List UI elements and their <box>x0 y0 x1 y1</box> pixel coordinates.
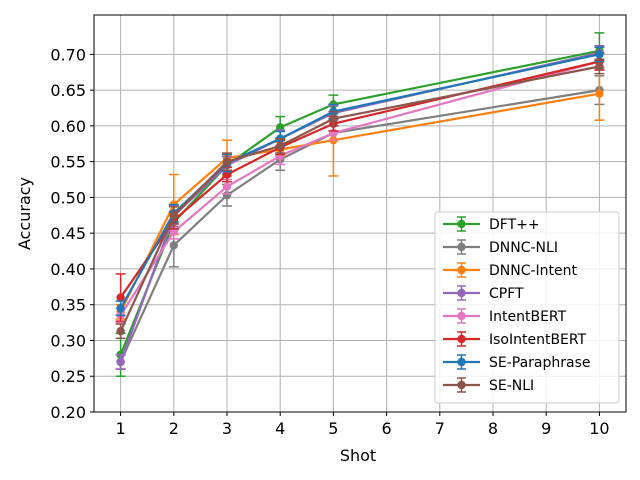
y-axis-label: Accuracy <box>15 177 34 250</box>
x-tick-label: 4 <box>275 419 285 438</box>
y-tick-label: 0.45 <box>50 224 86 243</box>
data-point <box>170 211 178 219</box>
legend-label: DFT++ <box>489 217 540 233</box>
legend-item: IntentBERT <box>443 309 567 325</box>
legend-swatch-marker <box>457 266 465 274</box>
data-point <box>276 142 284 150</box>
data-point <box>329 115 337 123</box>
legend-swatch-marker <box>457 381 465 389</box>
x-tick-label: 2 <box>169 419 179 438</box>
legend-swatch-marker <box>457 220 465 228</box>
data-point <box>116 358 124 366</box>
y-tick-label: 0.60 <box>50 117 86 136</box>
chart: 1 2 3 4 5 6 7 8 9 10 0.20 0.25 0.30 0.35 0.40 0.45 0.50 0… <box>0 0 640 480</box>
x-tick-label: 3 <box>222 419 232 438</box>
x-tick-label: 5 <box>328 419 338 438</box>
legend-label: CPFT <box>489 286 524 302</box>
legend-label: IsoIntentBERT <box>489 332 587 348</box>
y-tick-label: 0.65 <box>50 81 86 100</box>
legend-swatch-marker <box>457 358 465 366</box>
legend-label: DNNC-NLI <box>489 240 558 256</box>
y-tick-label: 0.50 <box>50 188 86 207</box>
data-point <box>116 327 124 335</box>
data-point <box>223 182 231 190</box>
x-axis-label: Shot <box>340 446 376 465</box>
x-tick-label: 8 <box>488 419 498 438</box>
legend-swatch-marker <box>457 243 465 251</box>
data-point <box>595 89 603 97</box>
y-tick-label: 0.40 <box>50 260 86 279</box>
data-point <box>595 62 603 70</box>
x-tick-label: 10 <box>589 419 609 438</box>
legend: DFT++ DNNC-NLI DNNC-Intent CPFT IntentBERT Is… <box>435 212 619 403</box>
data-point <box>595 50 603 58</box>
legend-label: SE-Paraphrase <box>489 355 591 371</box>
data-point <box>223 157 231 165</box>
y-tick-label: 0.55 <box>50 153 86 172</box>
legend-swatch-marker <box>457 289 465 297</box>
data-point <box>170 241 178 249</box>
legend-swatch-marker <box>457 312 465 320</box>
data-point <box>116 304 124 312</box>
x-tick-label: 6 <box>382 419 392 438</box>
legend-label: SE-NLI <box>489 378 534 394</box>
y-tick-label: 0.70 <box>50 45 86 64</box>
x-tick-label: 9 <box>541 419 551 438</box>
y-tick-label: 0.25 <box>50 367 86 386</box>
y-tick-label: 0.35 <box>50 296 86 315</box>
y-tick-label: 0.20 <box>50 403 86 422</box>
x-tick-label: 7 <box>435 419 445 438</box>
legend-swatch-marker <box>457 335 465 343</box>
legend-label: DNNC-Intent <box>489 263 578 279</box>
y-tick-label: 0.30 <box>50 331 86 350</box>
legend-label: IntentBERT <box>489 309 567 325</box>
x-tick-label: 1 <box>116 419 126 438</box>
